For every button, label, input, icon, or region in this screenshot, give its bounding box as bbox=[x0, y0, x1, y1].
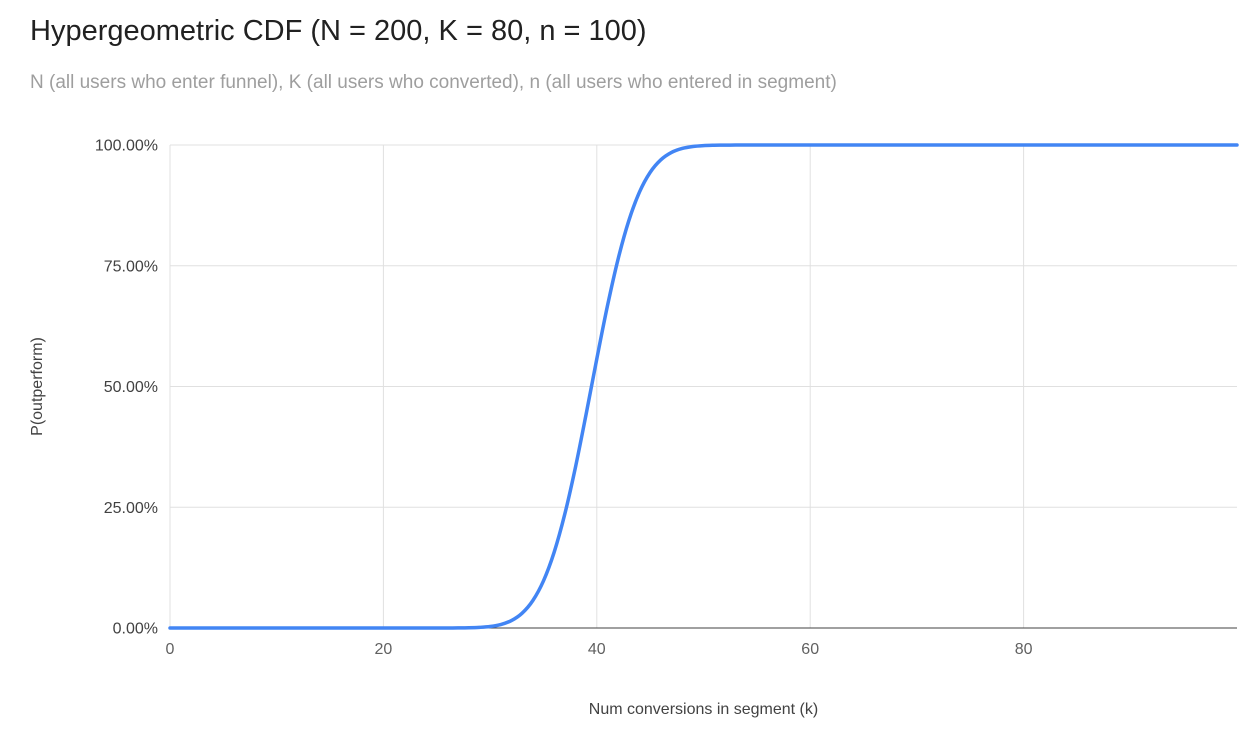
y-axis-title: P(outperform) bbox=[29, 337, 46, 436]
x-tick-label: 80 bbox=[1015, 641, 1033, 658]
y-tick-label: 100.00% bbox=[95, 138, 158, 155]
y-tick-label: 25.00% bbox=[104, 500, 158, 517]
chart-subtitle: N (all users who enter funnel), K (all u… bbox=[30, 72, 837, 93]
y-tick-label: 50.00% bbox=[104, 379, 158, 396]
x-tick-label: 0 bbox=[166, 641, 175, 658]
horizontal-gridlines bbox=[170, 144, 1237, 508]
x-tick-label: 40 bbox=[588, 641, 606, 658]
x-tick-label: 60 bbox=[801, 641, 819, 658]
y-tick-label: 0.00% bbox=[113, 621, 158, 638]
cdf-line-series bbox=[168, 143, 1239, 630]
y-tick-labels: 0.00% 25.00% 50.00% 75.00% 100.00% bbox=[95, 138, 158, 638]
x-tick-labels: 0 20 40 60 80 bbox=[166, 641, 1033, 658]
y-tick-label: 75.00% bbox=[104, 258, 158, 275]
x-axis-title: Num conversions in segment (k) bbox=[589, 701, 818, 718]
chart-title: Hypergeometric CDF (N = 200, K = 80, n =… bbox=[30, 15, 647, 47]
x-tick-label: 20 bbox=[375, 641, 393, 658]
